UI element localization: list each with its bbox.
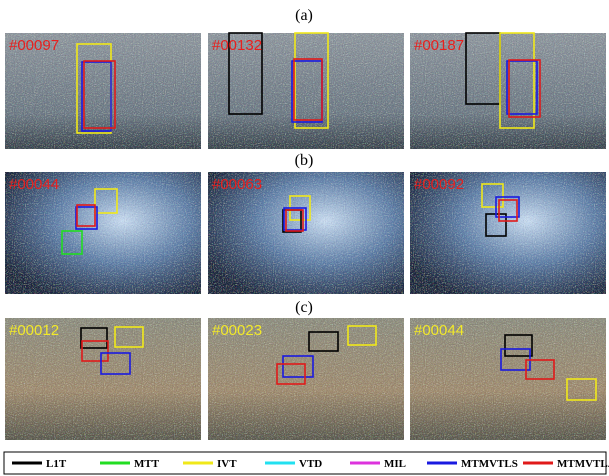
legend-label: MIL xyxy=(384,458,406,470)
frame-number: #00063 xyxy=(212,176,262,193)
frame-number: #00092 xyxy=(414,176,464,193)
panel-label: (a) xyxy=(295,7,313,24)
frame-number: #00097 xyxy=(9,37,59,54)
legend-label: VTD xyxy=(299,458,322,470)
frame-number: #00132 xyxy=(212,37,262,54)
figure: (a) #00097 #00132 #00187 (b) #00044 #00063 #000… xyxy=(0,0,609,476)
frame-number: #00044 xyxy=(414,322,464,339)
panel-label: (b) xyxy=(295,152,314,169)
frame-number: #00187 xyxy=(414,37,464,54)
legend-label: MTT xyxy=(134,458,160,470)
legend-label: MTMVTLS xyxy=(461,458,518,470)
frame-number: #00023 xyxy=(212,322,262,339)
legend-label: L1T xyxy=(46,458,67,470)
legend-label: IVT xyxy=(217,458,237,470)
legend-label: MTMVTLAD xyxy=(557,458,609,470)
frame-number: #00044 xyxy=(9,176,59,193)
panel-label: (c) xyxy=(295,299,313,316)
frame-number: #00012 xyxy=(9,322,59,339)
